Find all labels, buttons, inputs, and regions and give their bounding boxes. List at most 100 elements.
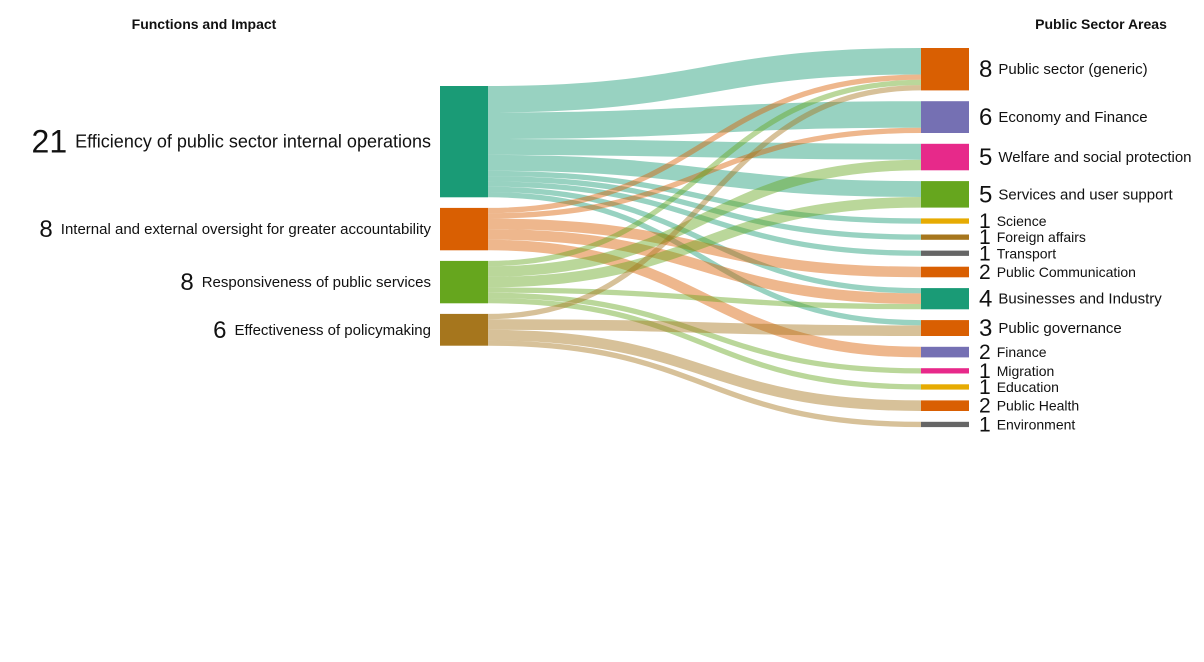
target-label-4: 5 Services and user support <box>979 181 1173 208</box>
flow-link-s1-t5 <box>487 170 922 224</box>
target-value: 1 <box>979 359 991 382</box>
source-name: Effectiveness of policymaking <box>235 321 432 338</box>
target-node-14 <box>921 400 969 411</box>
target-value: 1 <box>979 413 991 436</box>
target-name: Finance <box>997 344 1047 360</box>
target-node-10 <box>921 320 969 336</box>
target-name: Transport <box>997 245 1057 261</box>
flow-link-s1-t10 <box>487 192 922 326</box>
source-node-3 <box>440 260 488 304</box>
target-label-13: 1 Education <box>979 375 1059 398</box>
source-node-1 <box>440 86 488 198</box>
target-value: 1 <box>979 210 991 233</box>
target-value: 1 <box>979 242 991 265</box>
left-column-header: Functions and Impact <box>132 16 277 32</box>
source-name: Efficiency of public sector internal ope… <box>75 132 431 152</box>
target-node-6 <box>921 234 969 240</box>
target-label-14: 2 Public Health <box>979 394 1079 417</box>
target-label-8: 2 Public Communication <box>979 261 1136 284</box>
target-label-1: 8 Public sector (generic) <box>979 56 1148 83</box>
target-label-2: 6 Economy and Finance <box>979 104 1148 131</box>
flow-link-s2-t2 <box>487 127 922 219</box>
target-node-2 <box>921 101 969 133</box>
target-label-15: 1 Environment <box>979 413 1075 436</box>
source-label-4: 6 Effectiveness of policymaking <box>213 316 431 343</box>
target-name: Migration <box>997 363 1055 379</box>
target-value: 2 <box>979 341 991 364</box>
target-label-10: 3 Public governance <box>979 315 1122 342</box>
flow-link-s4-t1 <box>487 85 922 320</box>
flow-link-s2-t8 <box>487 218 922 278</box>
flow-link-s1-t3 <box>487 139 922 160</box>
target-node-1 <box>921 48 969 91</box>
flow-link-s1-t9 <box>487 186 922 294</box>
source-value: 8 <box>180 269 193 296</box>
target-node-8 <box>921 266 969 278</box>
target-name: Education <box>997 379 1059 395</box>
flow-link-s3-t1 <box>487 79 922 267</box>
target-value: 4 <box>979 285 992 312</box>
target-label-7: 1 Transport <box>979 242 1056 265</box>
target-label-6: 1 Foreign affairs <box>979 226 1086 249</box>
flow-link-s4-t15 <box>487 340 922 428</box>
source-node-4 <box>440 313 488 346</box>
target-node-11 <box>921 346 969 358</box>
source-value: 6 <box>213 316 226 343</box>
target-name: Public Health <box>997 398 1080 414</box>
source-label-3: 8 Responsiveness of public services <box>180 269 431 296</box>
target-value: 3 <box>979 315 992 342</box>
flow-link-s3-t3 <box>487 159 922 277</box>
target-name: Economy and Finance <box>998 109 1147 126</box>
target-value: 6 <box>979 104 992 131</box>
target-value: 8 <box>979 56 992 83</box>
target-name: Environment <box>997 416 1076 432</box>
flow-link-s3-t4 <box>487 197 922 288</box>
target-node-7 <box>921 250 969 256</box>
source-value: 21 <box>32 124 68 160</box>
target-node-9 <box>921 288 969 310</box>
target-name: Welfare and social protection <box>998 149 1191 166</box>
source-label-2: 8 Internal and external oversight for gre… <box>39 216 431 243</box>
target-value: 5 <box>979 181 992 208</box>
node-labels: 21 Efficiency of public sector internal o… <box>32 56 1192 436</box>
target-value: 2 <box>979 394 991 417</box>
target-value: 1 <box>979 375 991 398</box>
target-label-9: 4 Businesses and Industry <box>979 285 1162 312</box>
source-value: 8 <box>39 216 52 243</box>
source-node-2 <box>440 207 488 251</box>
source-name: Responsiveness of public services <box>202 274 431 291</box>
flow-link-s2-t1 <box>487 74 922 214</box>
target-node-3 <box>921 143 969 171</box>
target-name: Public Communication <box>997 264 1136 280</box>
target-node-12 <box>921 368 969 374</box>
source-name: Internal and external oversight for grea… <box>61 221 432 238</box>
flow-link-s1-t2 <box>487 101 922 139</box>
flow-link-s4-t10 <box>487 319 922 336</box>
target-value: 1 <box>979 226 991 249</box>
flow-link-s1-t4 <box>487 154 922 197</box>
target-label-3: 5 Welfare and social protection <box>979 144 1192 171</box>
flow-link-s4-t14 <box>487 329 922 411</box>
target-node-4 <box>921 181 969 208</box>
right-column-header: Public Sector Areas <box>1035 16 1167 32</box>
target-name: Public sector (generic) <box>998 61 1147 78</box>
flow-link-s2-t11 <box>487 239 922 358</box>
flow-link-s1-t6 <box>487 176 922 240</box>
target-name: Businesses and Industry <box>998 290 1162 307</box>
flow-link-s1-t7 <box>487 181 922 256</box>
target-label-12: 1 Migration <box>979 359 1054 382</box>
target-label-5: 1 Science <box>979 210 1047 233</box>
flow-link-s3-t12 <box>487 292 922 374</box>
target-value: 5 <box>979 144 992 171</box>
target-name: Foreign affairs <box>997 229 1086 245</box>
flow-link-s2-t9 <box>487 229 922 304</box>
target-node-5 <box>921 218 969 224</box>
flow-link-s1-t1 <box>487 48 922 113</box>
flow-links <box>487 48 922 428</box>
flow-link-s3-t13 <box>487 298 922 390</box>
target-value: 2 <box>979 261 991 284</box>
target-name: Services and user support <box>998 186 1173 203</box>
target-label-11: 2 Finance <box>979 341 1047 364</box>
flow-link-s3-t9 <box>487 287 922 310</box>
